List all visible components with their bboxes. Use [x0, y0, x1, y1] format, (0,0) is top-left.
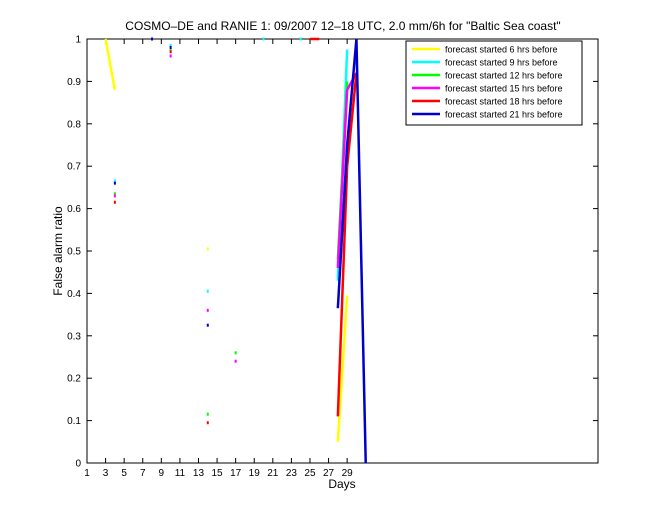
data-point [299, 37, 302, 41]
x-tick-label: 9 [159, 468, 165, 479]
series-line-segment [104, 38, 117, 91]
x-tick-label: 23 [286, 468, 298, 479]
y-tick-label: 0 [75, 459, 81, 470]
x-axis: 1 3 5 7 9 11 13 15 17 19 21 23 25 27 29 [84, 39, 353, 479]
y-tick-label: 1 [75, 35, 81, 46]
y-axis-label: False alarm ratio [51, 206, 65, 296]
legend-label: forecast started 12 hrs before [445, 71, 563, 81]
y-tick-label: 0.8 [67, 119, 81, 130]
x-tick-label: 27 [323, 468, 335, 479]
y-tick-label: 0.6 [67, 204, 81, 215]
x-tick-label: 15 [212, 468, 224, 479]
legend-label: forecast started 18 hrs before [445, 97, 563, 107]
x-tick-label: 13 [193, 468, 205, 479]
x-axis-label: Days [328, 477, 355, 491]
x-tick-label: 7 [140, 468, 146, 479]
legend-box [405, 40, 583, 126]
series-line-segment [345, 38, 358, 146]
x-tick-label: 29 [342, 468, 354, 479]
series-line-segment [336, 166, 349, 417]
x-tick-label: 11 [175, 468, 186, 479]
y-axis: 0 0.1 0.2 0.3 0.4 0.5 0.6 0.7 0.8 0.9 1 [67, 35, 598, 470]
data-point [234, 359, 237, 363]
data-point [262, 37, 265, 41]
y-tick-label: 0.2 [67, 374, 81, 385]
series-line-segment [336, 144, 349, 309]
y-tick-label: 0.9 [67, 77, 81, 88]
data-point [169, 48, 172, 52]
series-line-segment [336, 295, 349, 442]
data-point [206, 289, 209, 293]
data-point [113, 181, 116, 185]
series [104, 38, 349, 442]
series [113, 37, 367, 464]
chart-title: COSMO–DE and RANIE 1: 09/2007 12–18 UTC,… [125, 19, 560, 33]
data-point [206, 412, 209, 416]
legend: forecast started 6 hrs before forecast st… [405, 40, 583, 126]
series [113, 37, 358, 425]
data-point [206, 421, 209, 425]
x-tick-label: 5 [121, 468, 127, 479]
x-tick-label: 3 [103, 468, 109, 479]
data-point [206, 247, 209, 251]
x-tick-label: 25 [304, 468, 316, 479]
y-tick-label: 0.5 [67, 247, 81, 258]
data-point [169, 50, 172, 54]
y-tick-label: 0.3 [67, 331, 81, 342]
data-point [113, 200, 116, 204]
legend-label: forecast started 9 hrs before [445, 58, 558, 68]
series-line-segment [355, 38, 367, 464]
legend-label: forecast started 21 hrs before [445, 110, 563, 120]
data-point [113, 179, 116, 183]
y-tick-label: 0.1 [67, 416, 81, 427]
x-tick-label: 1 [84, 468, 90, 479]
x-tick-label: 21 [267, 468, 279, 479]
y-tick-label: 0.4 [67, 289, 81, 300]
legend-label: forecast started 6 hrs before [445, 45, 558, 55]
series-layer [104, 37, 367, 464]
data-point [234, 351, 237, 355]
data-point [206, 323, 209, 327]
x-tick-label: 19 [249, 468, 261, 479]
data-point [206, 308, 209, 312]
data-point [151, 37, 154, 41]
series-line-segment [336, 89, 349, 269]
y-tick-label: 0.7 [67, 162, 81, 173]
series-line-segment [345, 72, 358, 167]
legend-label: forecast started 15 hrs before [445, 84, 563, 94]
data-point [169, 43, 172, 47]
x-tick-label: 17 [230, 468, 242, 479]
data-point [169, 45, 172, 49]
data-point [113, 194, 116, 198]
data-point [169, 54, 172, 58]
data-point [113, 192, 116, 196]
